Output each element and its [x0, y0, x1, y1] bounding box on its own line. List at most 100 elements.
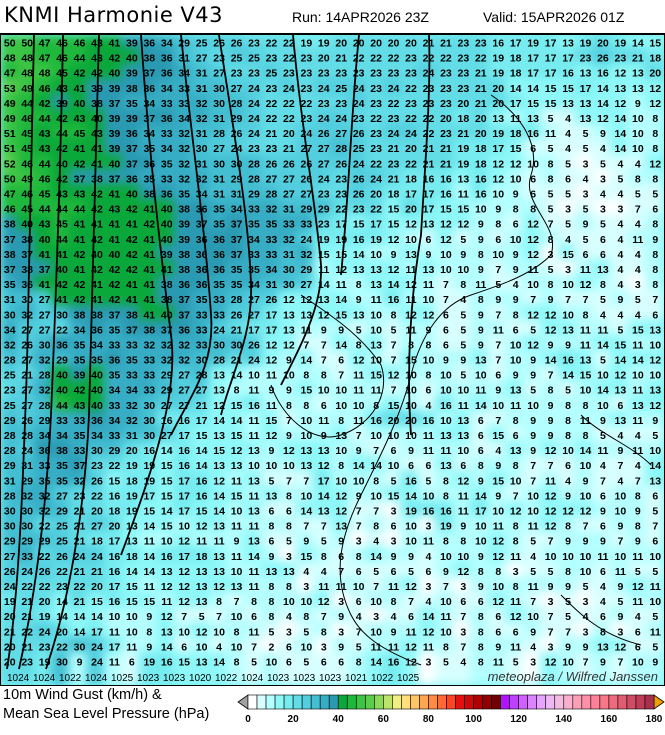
gust-value: 23 [300, 68, 312, 80]
gust-value: 11 [528, 581, 539, 593]
gust-value: 36 [109, 355, 121, 367]
gust-value: 34 [266, 264, 278, 276]
gust-value: 14 [405, 490, 417, 502]
gust-value: 30 [4, 506, 16, 518]
gust-value: 10 [283, 370, 295, 382]
gust-value: 29 [21, 536, 33, 548]
gust-value: 27 [248, 309, 260, 321]
gust-cell [33, 78, 56, 98]
gust-value: 34 [248, 234, 260, 246]
gust-value: 7 [251, 641, 257, 653]
gust-value: 16 [562, 68, 574, 80]
gust-value: 36 [196, 249, 208, 261]
map-overlay: 50 50 47 46 46 43 41 39 36 34 29 25 26 26 23 22 22 19 19 20… [4, 35, 661, 684]
gust-cell [243, 123, 265, 143]
gust-value: 16 [196, 475, 208, 487]
gust-cell [1, 108, 21, 128]
gust-value: 20 [475, 128, 487, 140]
gust-value: 11 [528, 264, 539, 276]
gust-value: 10 [475, 370, 487, 382]
gust-value: 25 [353, 143, 365, 155]
gust-cell [121, 93, 143, 113]
gust-value: 26 [353, 128, 365, 140]
gust-value: 36 [91, 415, 103, 427]
gust-value: 22 [266, 38, 278, 50]
gust-value: 12 [178, 581, 190, 593]
gust-value: 9 [583, 219, 589, 231]
gust-value: 11 [475, 385, 486, 397]
gust-value: 9 [548, 415, 554, 427]
gust-value: 4 [373, 536, 379, 548]
isobar-label: 1023 [137, 673, 160, 684]
gust-value: 16 [178, 445, 190, 457]
color-bin [581, 694, 592, 710]
gust-value: 7 [617, 460, 623, 472]
gust-value: 6 [530, 189, 536, 201]
gust-value: 19 [458, 158, 470, 170]
gust-cell [173, 78, 195, 98]
gust-cell [33, 108, 56, 128]
gust-value: 35 [74, 430, 86, 442]
gust-value: 10 [562, 445, 574, 457]
gust-value: 23 [458, 53, 470, 65]
gust-value: 3 [391, 536, 397, 548]
gust-value: 7 [565, 294, 571, 306]
gust-value: 8 [548, 173, 554, 185]
gust-value: 6 [635, 641, 641, 653]
gust-value: 8 [600, 279, 606, 291]
gust-value: 27 [283, 173, 295, 185]
color-bin [265, 694, 276, 710]
gust-value: 6 [426, 460, 432, 472]
gust-value: 9 [391, 249, 397, 261]
gust-value: 24 [4, 581, 16, 593]
gust-value: 23 [335, 68, 347, 80]
gust-value: 12 [458, 219, 470, 231]
gust-value: 3 [583, 596, 589, 608]
gust-value: 13 [196, 581, 208, 593]
gust-value: 30 [143, 415, 155, 427]
gust-value: 9 [321, 430, 327, 442]
gust-value: 9 [338, 324, 344, 336]
gust-value: 31 [283, 204, 295, 216]
gust-value: 5 [460, 234, 466, 246]
gust-cell [243, 35, 265, 53]
color-bin [491, 694, 501, 710]
gust-cell [68, 48, 91, 68]
gust-cell [138, 35, 161, 53]
gust-value: 21 [196, 400, 208, 412]
gust-value: 41 [143, 234, 155, 246]
gust-value: 42 [74, 68, 86, 80]
gust-cell [435, 108, 457, 128]
gust-value: 6 [321, 400, 327, 412]
gust-value: 7 [356, 430, 362, 442]
gust-value: 31 [126, 430, 138, 442]
gust-cell [539, 93, 562, 113]
gust-value: 15 [231, 430, 243, 442]
gust-value: 15 [388, 219, 400, 231]
color-scale-tick: 0 [245, 714, 251, 725]
gust-value: 12 [545, 445, 557, 457]
gust-value: 23 [580, 53, 592, 65]
gust-value: 14 [318, 279, 330, 291]
gust-value: 13 [213, 385, 225, 397]
gust-value: 21 [388, 173, 400, 185]
gust-cell [243, 78, 265, 98]
gust-value: 28 [4, 445, 16, 457]
gust-value: 17 [109, 581, 121, 593]
gust-value: 14 [597, 83, 609, 95]
gust-value: 13 [580, 355, 592, 367]
gust-value: 8 [269, 596, 275, 608]
gust-cell [382, 48, 405, 68]
gust-value: 13 [458, 430, 470, 442]
gust-cell [225, 63, 248, 83]
gust-value: 23 [335, 173, 347, 185]
gust-value: 9 [146, 611, 152, 623]
gust-value: 14 [56, 596, 68, 608]
gust-value: 11 [510, 113, 521, 125]
gust-value: 4 [600, 596, 606, 608]
gust-value: 24 [388, 83, 400, 95]
gust-value: 41 [91, 219, 103, 231]
gust-value: 11 [423, 641, 434, 653]
gust-value: 23 [615, 53, 627, 65]
gust-cell [225, 78, 248, 98]
